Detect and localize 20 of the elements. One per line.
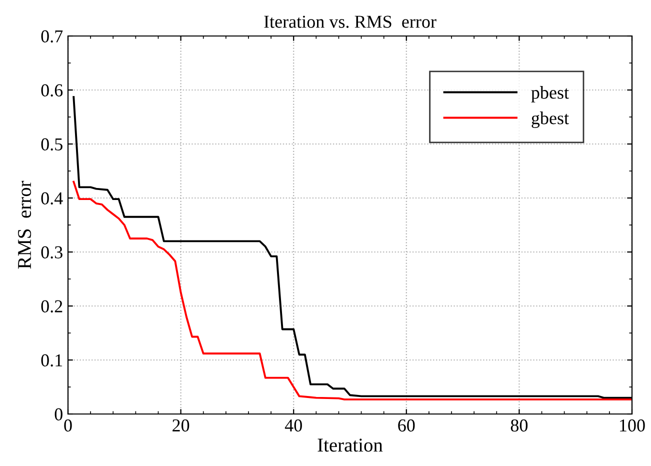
y-tick-label: 0.3 [41,246,62,259]
y-tick-label: 0.4 [41,192,63,205]
y-tick-label: 0.6 [41,84,63,97]
x-tick-label: 80 [510,419,528,432]
y-tick-label: 0.1 [41,354,62,367]
y-tick-label: 0.7 [41,30,63,43]
line-series [72,180,632,400]
x-tick-label: 0 [64,419,72,432]
x-tick-label: 40 [284,419,302,432]
chart-title: Iteration vs. RMS error [264,16,436,28]
legend-label: pbest [531,86,569,102]
y-tick-label: 0 [54,408,62,420]
legend-label: gbest [532,112,569,128]
x-tick-label: 20 [172,419,190,432]
x-tick-label: 100 [620,419,645,432]
x-axis-title: Iteration [318,438,383,452]
y-axis-title: RMS error [18,180,32,269]
y-tick-label: 0.2 [41,300,62,313]
y-tick-label: 0.5 [41,138,62,151]
x-tick-label: 60 [398,419,415,432]
